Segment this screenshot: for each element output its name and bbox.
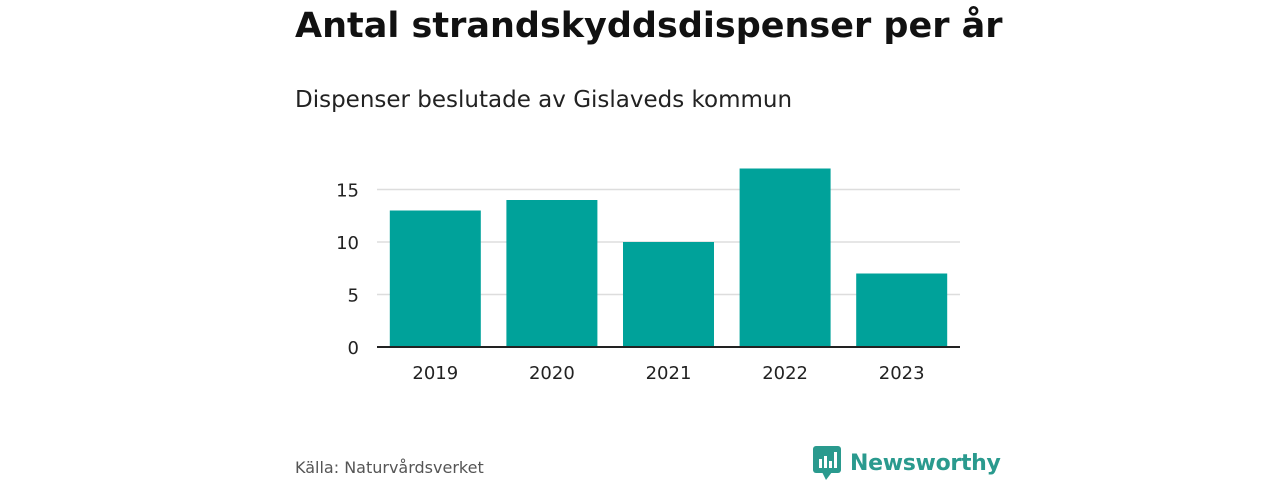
chart-title: Antal strandskyddsdispenser per år xyxy=(295,6,1003,46)
bar-layer xyxy=(389,168,948,348)
source-note: Källa: Naturvårdsverket xyxy=(295,458,484,477)
y-tick-label: 5 xyxy=(348,286,359,307)
bar-2021[interactable] xyxy=(623,242,714,347)
y-tick-label: 10 xyxy=(336,233,359,254)
x-tick-label: 2021 xyxy=(646,363,692,384)
brand-name: Newsworthy xyxy=(850,450,1001,476)
y-tick-label: 0 xyxy=(348,338,359,359)
x-tick-label: 2023 xyxy=(879,363,925,384)
axis-layer: 0 5 10 15 2019 2020 2021 2022 2023 xyxy=(336,181,960,384)
x-tick-label: 2022 xyxy=(762,363,808,384)
y-tick-label: 15 xyxy=(336,181,359,202)
newsworthy-logo[interactable]: Newsworthy xyxy=(813,446,1001,480)
x-tick-label: 2020 xyxy=(529,363,575,384)
newsworthy-logo-icon xyxy=(813,446,841,480)
bar-2020[interactable] xyxy=(506,200,598,347)
bar-2019[interactable] xyxy=(389,210,481,348)
x-tick-label: 2019 xyxy=(412,363,458,384)
bar-2022[interactable] xyxy=(739,168,831,348)
bar-2023[interactable] xyxy=(856,273,948,348)
chart-subtitle: Dispenser beslutade av Gislaveds kommun xyxy=(295,87,793,113)
